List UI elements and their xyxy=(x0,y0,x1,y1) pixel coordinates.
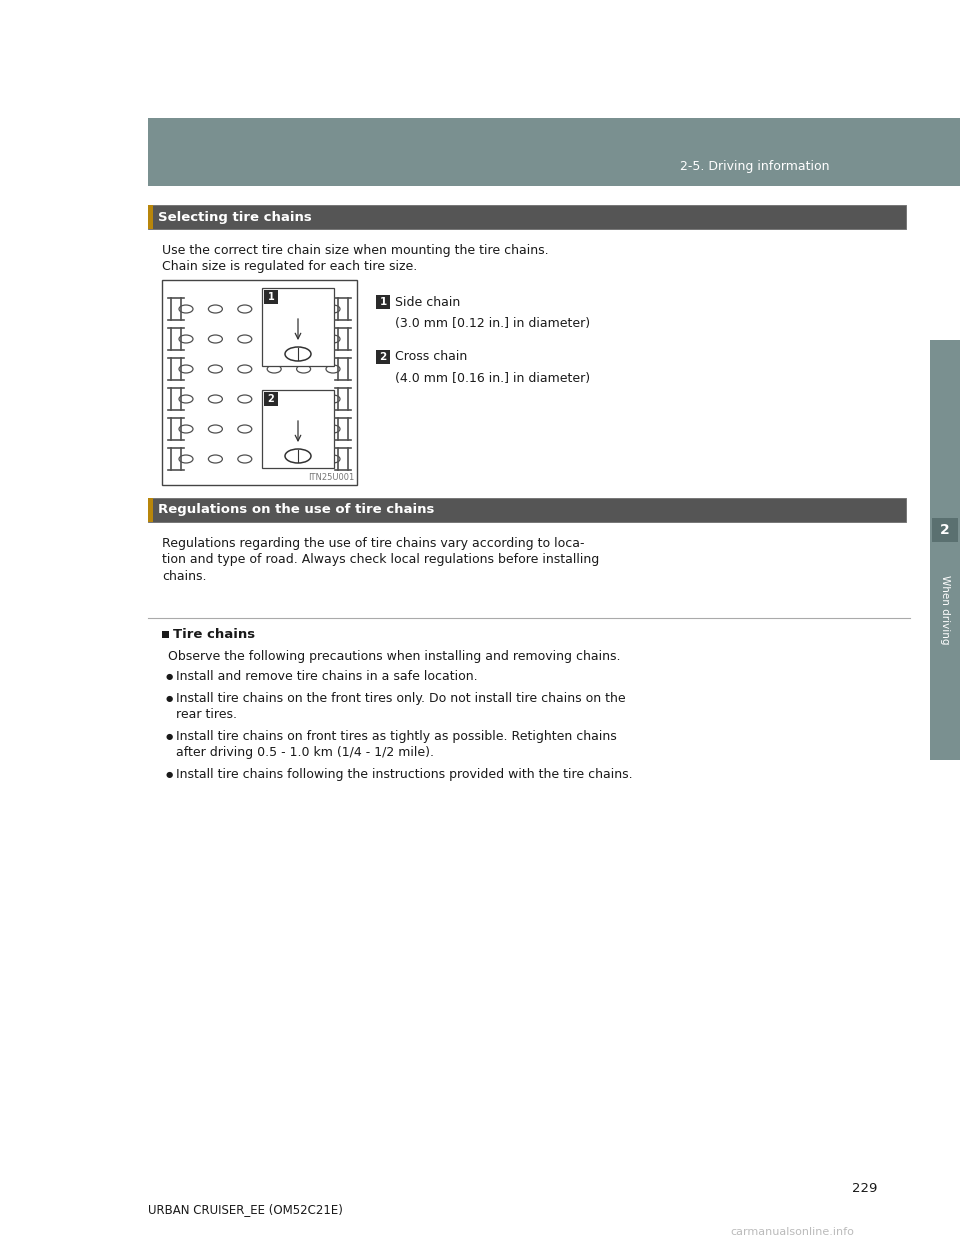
Text: (4.0 mm [0.16 in.] in diameter): (4.0 mm [0.16 in.] in diameter) xyxy=(395,373,590,385)
Text: When driving: When driving xyxy=(940,575,950,645)
Text: URBAN CRUISER_EE (OM52C21E): URBAN CRUISER_EE (OM52C21E) xyxy=(148,1203,343,1216)
Text: ●: ● xyxy=(166,694,173,703)
Text: Chain size is regulated for each tire size.: Chain size is regulated for each tire si… xyxy=(162,260,418,273)
Text: Selecting tire chains: Selecting tire chains xyxy=(158,210,312,224)
Text: (3.0 mm [0.12 in.] in diameter): (3.0 mm [0.12 in.] in diameter) xyxy=(395,317,590,330)
Text: ITN25U001: ITN25U001 xyxy=(308,473,354,482)
FancyBboxPatch shape xyxy=(932,518,958,542)
FancyBboxPatch shape xyxy=(262,288,334,366)
FancyBboxPatch shape xyxy=(264,289,278,304)
Text: 2-5. Driving information: 2-5. Driving information xyxy=(681,160,830,174)
Text: Use the correct tire chain size when mounting the tire chains.: Use the correct tire chain size when mou… xyxy=(162,243,548,257)
FancyBboxPatch shape xyxy=(148,205,153,229)
Text: Install tire chains on front tires as tightly as possible. Retighten chains: Install tire chains on front tires as ti… xyxy=(176,730,616,743)
FancyBboxPatch shape xyxy=(148,205,906,229)
Text: chains.: chains. xyxy=(162,570,206,582)
FancyBboxPatch shape xyxy=(162,279,357,484)
Text: tion and type of road. Always check local regulations before installing: tion and type of road. Always check loca… xyxy=(162,554,599,566)
Text: rear tires.: rear tires. xyxy=(176,708,237,722)
FancyBboxPatch shape xyxy=(376,296,390,309)
Text: Tire chains: Tire chains xyxy=(173,628,255,642)
Text: 1: 1 xyxy=(379,297,387,307)
FancyBboxPatch shape xyxy=(376,350,390,364)
Text: Observe the following precautions when installing and removing chains.: Observe the following precautions when i… xyxy=(168,650,620,663)
Text: 2: 2 xyxy=(379,351,387,361)
FancyBboxPatch shape xyxy=(264,392,278,406)
FancyBboxPatch shape xyxy=(148,498,153,522)
FancyBboxPatch shape xyxy=(148,498,906,522)
FancyBboxPatch shape xyxy=(162,631,169,638)
Text: 2: 2 xyxy=(940,523,949,537)
Text: ●: ● xyxy=(166,672,173,681)
Text: Cross chain: Cross chain xyxy=(395,350,468,364)
Text: carmanualsonline.info: carmanualsonline.info xyxy=(730,1227,853,1237)
Text: after driving 0.5 - 1.0 km (1/4 - 1/2 mile).: after driving 0.5 - 1.0 km (1/4 - 1/2 mi… xyxy=(176,746,434,759)
FancyBboxPatch shape xyxy=(930,340,960,760)
Text: 2: 2 xyxy=(268,394,275,404)
Text: Side chain: Side chain xyxy=(395,296,460,308)
Text: ●: ● xyxy=(166,770,173,779)
Text: 1: 1 xyxy=(268,292,275,302)
Text: Install tire chains following the instructions provided with the tire chains.: Install tire chains following the instru… xyxy=(176,768,633,781)
Text: 229: 229 xyxy=(852,1181,877,1195)
Text: Regulations regarding the use of tire chains vary according to loca-: Regulations regarding the use of tire ch… xyxy=(162,537,585,550)
FancyBboxPatch shape xyxy=(148,118,960,186)
Text: Install tire chains on the front tires only. Do not install tire chains on the: Install tire chains on the front tires o… xyxy=(176,692,626,705)
Text: ●: ● xyxy=(166,732,173,741)
Text: Install and remove tire chains in a safe location.: Install and remove tire chains in a safe… xyxy=(176,669,478,683)
Text: Regulations on the use of tire chains: Regulations on the use of tire chains xyxy=(158,503,434,517)
FancyBboxPatch shape xyxy=(262,390,334,468)
